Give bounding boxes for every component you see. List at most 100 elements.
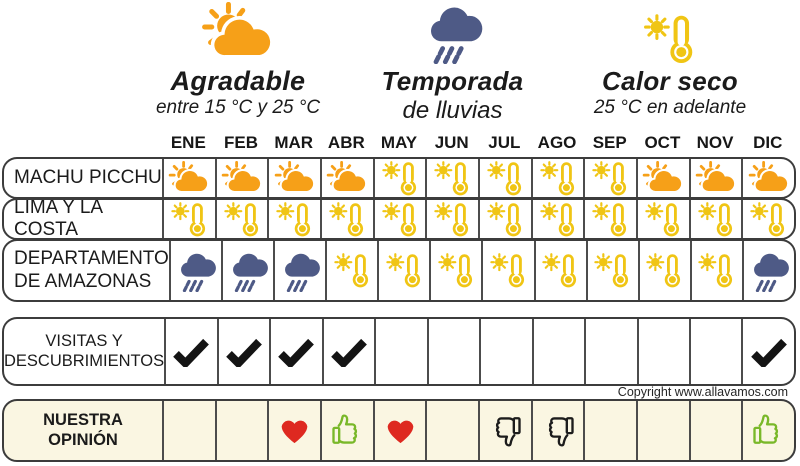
row-label-lima-y-la-costa: LIMA Y LA COSTA xyxy=(4,200,162,238)
cell-lima-y-la-costa-may xyxy=(372,200,426,238)
sun-thermometer-icon xyxy=(645,253,684,288)
month-header-jul: JUL xyxy=(488,133,521,152)
row-label-line: DESCUBRIMIENTOS xyxy=(4,351,165,370)
rain-cloud-icon xyxy=(225,250,271,292)
cell-visitas-y-descubrimientos-jun xyxy=(426,319,479,384)
legend-subtitle: de lluvias xyxy=(402,97,503,124)
sun-thermometer-icon xyxy=(486,201,525,237)
check-icon xyxy=(225,337,263,367)
row-label-visitas-y-descubrimientos: VISITAS Y DESCUBRIMIENTOS xyxy=(4,319,164,384)
legend-item-rain-cloud: Temporada de lluvias xyxy=(345,2,560,125)
sun-thermometer-icon xyxy=(223,201,262,237)
month-header-row: ENE FEB MAR ABR MAY JUN JUL AGO SEP OCT NOV DIC xyxy=(162,133,794,157)
sun-thermometer-icon xyxy=(486,160,525,196)
cell-machu-picchu-ene xyxy=(162,159,215,197)
cell-departamento-de-amazonas-sep xyxy=(585,241,638,300)
sun-cloud-icon xyxy=(167,160,211,196)
cell-lima-y-la-costa-mar xyxy=(267,200,320,238)
rain-cloud-icon xyxy=(746,250,792,292)
cell-departamento-de-amazonas-jul xyxy=(481,241,533,300)
cell-nuestra-opinion-jul xyxy=(478,401,531,460)
row-cells xyxy=(162,159,794,197)
sun-cloud-icon xyxy=(641,160,685,196)
cell-departamento-de-amazonas-jun xyxy=(429,241,481,300)
sun-thermometer-icon xyxy=(275,201,314,237)
cell-departamento-de-amazonas-nov xyxy=(689,241,742,300)
cell-departamento-de-amazonas-may xyxy=(377,241,429,300)
row-nuestra-opinion: NUESTRA OPINIÓN xyxy=(2,399,796,462)
month-header-dic: DIC xyxy=(753,133,783,152)
cell-nuestra-opinion-ago xyxy=(530,401,584,460)
cell-lima-y-la-costa-feb xyxy=(214,200,268,238)
cell-visitas-y-descubrimientos-sep xyxy=(584,319,636,384)
cell-nuestra-opinion-dic xyxy=(741,401,794,460)
cell-departamento-de-amazonas-feb xyxy=(220,241,273,300)
cell-machu-picchu-dic xyxy=(741,159,794,197)
cell-departamento-de-amazonas-dic xyxy=(741,241,794,300)
thumbs-down-icon xyxy=(488,413,523,448)
cell-nuestra-opinion-feb xyxy=(214,401,268,460)
cell-machu-picchu-jul xyxy=(478,159,531,197)
sun-cloud-icon xyxy=(694,160,738,196)
cell-nuestra-opinion-nov xyxy=(688,401,742,460)
sun-thermometer-icon xyxy=(644,201,683,237)
cell-nuestra-opinion-mar xyxy=(267,401,320,460)
row-label-line: MACHU PICCHU xyxy=(14,166,162,188)
row-label-line: VISITAS Y xyxy=(45,332,123,351)
row-cells xyxy=(168,241,794,300)
cell-nuestra-opinion-ene xyxy=(162,401,215,460)
row-cells xyxy=(162,200,794,238)
cell-machu-picchu-oct xyxy=(636,159,689,197)
thumbs-up-icon xyxy=(330,413,365,448)
cell-nuestra-opinion-may xyxy=(372,401,426,460)
cell-lima-y-la-costa-ago xyxy=(530,200,584,238)
legend-item-sun-thermometer: Calor seco 25 °C en adelante xyxy=(553,2,787,119)
month-header-ene: ENE xyxy=(170,133,206,152)
sun-thermometer-icon xyxy=(539,201,578,237)
cell-machu-picchu-sep xyxy=(583,159,636,197)
sun-thermometer-icon xyxy=(749,201,788,237)
legend-subtitle: entre 15 °C y 25 °C xyxy=(155,97,321,118)
cell-machu-picchu-mar xyxy=(267,159,320,197)
sun-cloud-icon xyxy=(747,160,791,196)
cell-machu-picchu-ago xyxy=(530,159,584,197)
month-header-oct: OCT xyxy=(644,133,681,152)
sun-cloud-icon xyxy=(325,160,369,196)
month-header-jun: JUN xyxy=(434,133,469,152)
sun-thermometer-icon xyxy=(697,253,736,288)
row-label-line: OPINIÓN xyxy=(48,430,118,449)
row-label-line: NUESTRA xyxy=(43,411,123,430)
cell-departamento-de-amazonas-oct xyxy=(637,241,690,300)
cell-visitas-y-descubrimientos-may xyxy=(374,319,426,384)
month-header-abr: ABR xyxy=(327,133,365,152)
sun-thermometer-icon xyxy=(697,201,736,237)
legend-item-sun-cloud: Agradable entre 15 °C y 25 °C xyxy=(118,2,358,119)
sun-thermometer-icon xyxy=(553,2,787,64)
sun-thermometer-icon xyxy=(333,253,372,288)
cell-nuestra-opinion-oct xyxy=(636,401,689,460)
legend-subtitle: 25 °C en adelante xyxy=(593,97,747,118)
cell-lima-y-la-costa-jul xyxy=(478,200,531,238)
rain-cloud-icon xyxy=(345,2,560,64)
legend: Agradable entre 15 °C y 25 °C Temporada de… xyxy=(0,0,800,128)
copyright-text: Copyright www.allavamos.com xyxy=(617,385,788,399)
cell-lima-y-la-costa-sep xyxy=(583,200,636,238)
sun-thermometer-icon xyxy=(433,201,472,237)
sun-cloud-icon xyxy=(273,160,317,196)
heart-icon xyxy=(385,416,416,445)
thumbs-up-icon xyxy=(751,413,786,448)
sun-thermometer-icon xyxy=(593,253,632,288)
cell-nuestra-opinion-sep xyxy=(583,401,636,460)
check-icon xyxy=(172,337,210,367)
cell-nuestra-opinion-jun xyxy=(425,401,478,460)
cell-visitas-y-descubrimientos-oct xyxy=(636,319,689,384)
sun-thermometer-icon xyxy=(489,253,528,288)
row-cells xyxy=(164,319,794,384)
cell-visitas-y-descubrimientos-mar xyxy=(269,319,321,384)
cell-lima-y-la-costa-jun xyxy=(425,200,478,238)
sun-thermometer-icon xyxy=(433,160,472,196)
cell-visitas-y-descubrimientos-dic xyxy=(741,319,793,384)
sun-thermometer-icon xyxy=(385,253,424,288)
sun-thermometer-icon xyxy=(437,253,476,288)
